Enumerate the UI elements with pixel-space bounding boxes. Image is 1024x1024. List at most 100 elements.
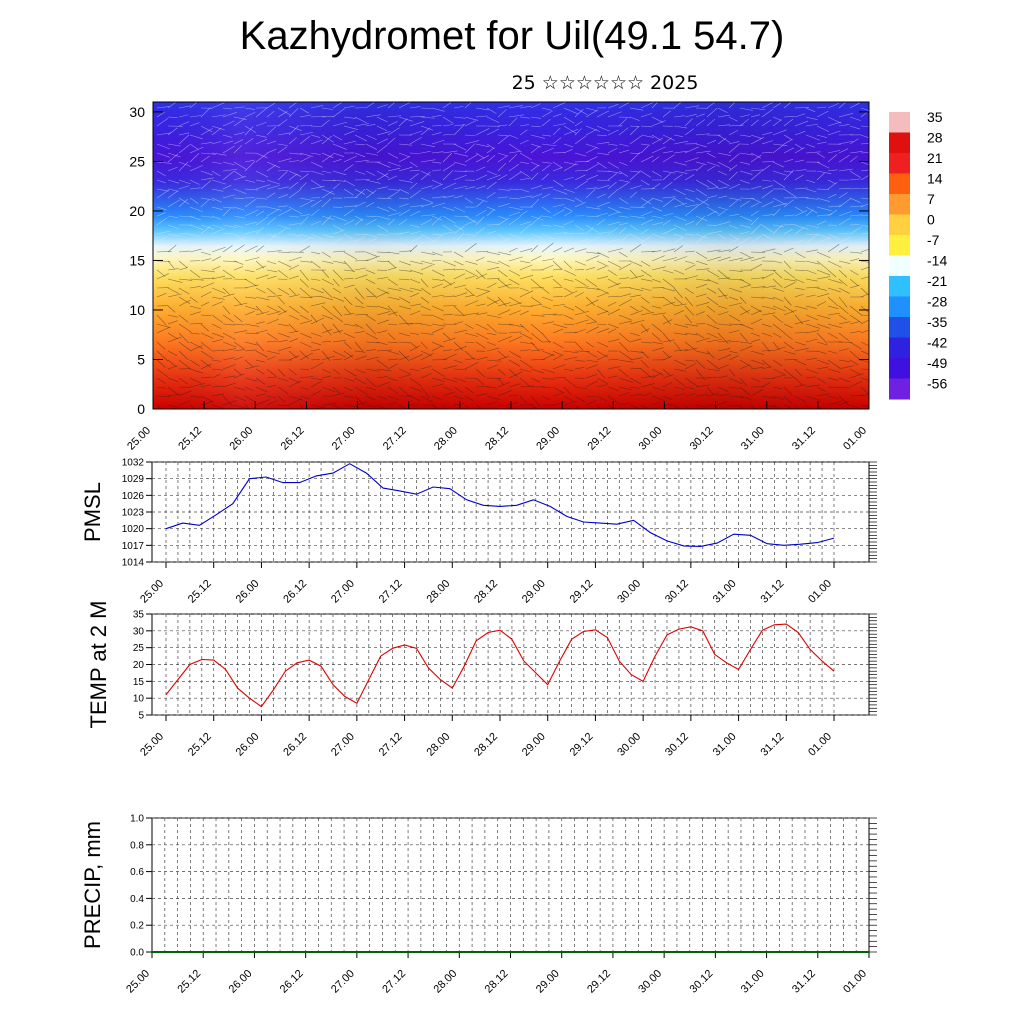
wind-vector — [398, 314, 410, 326]
wind-vector — [189, 197, 199, 204]
wind-vector — [607, 188, 619, 199]
wind-vector — [200, 199, 210, 208]
wind-vector — [761, 350, 773, 352]
wind-vector — [717, 210, 726, 217]
wind-vector — [222, 242, 233, 244]
wind-vector — [365, 295, 376, 298]
wind-vector — [629, 393, 642, 397]
wind-vector — [310, 208, 320, 217]
wind-vector — [651, 215, 664, 219]
wind-vector — [398, 278, 410, 281]
wind-vector — [860, 394, 869, 397]
wind-vector — [343, 260, 354, 272]
wind-vector — [222, 161, 235, 166]
wind-vector — [354, 330, 365, 334]
wind-vector — [200, 384, 211, 388]
wind-vector — [475, 166, 486, 172]
wind-vector — [442, 133, 454, 136]
wind-vector — [211, 170, 221, 177]
wind-vector — [244, 126, 254, 136]
wind-vector — [541, 296, 553, 302]
wind-vector — [585, 215, 599, 217]
wind-vector — [728, 246, 739, 253]
wind-vector — [640, 350, 649, 359]
wind-vector — [530, 368, 544, 374]
wind-vector — [739, 305, 750, 314]
wind-vector — [794, 196, 809, 199]
wind-vector — [255, 152, 268, 159]
wind-vector — [398, 374, 411, 379]
wind-vector — [838, 377, 851, 383]
wind-vector — [695, 143, 707, 148]
wind-vector — [673, 134, 683, 137]
wind-vector — [662, 287, 675, 292]
wind-vector — [849, 321, 860, 325]
wind-vector — [189, 285, 201, 289]
wind-vector — [233, 356, 243, 361]
wind-vector — [805, 260, 820, 265]
wind-vector — [816, 386, 826, 392]
wind-vector — [211, 275, 226, 280]
wind-vector — [761, 200, 774, 208]
wind-vector — [684, 404, 690, 409]
wind-vector — [277, 227, 287, 235]
wind-vector — [453, 403, 464, 406]
wind-vector — [277, 186, 289, 190]
wind-vector — [794, 269, 806, 271]
wind-vector — [673, 115, 685, 118]
wind-vector — [552, 296, 563, 298]
wind-vector — [772, 179, 786, 188]
wind-vector — [497, 377, 505, 386]
wind-vector — [519, 195, 532, 199]
wind-vector — [849, 170, 861, 178]
wind-vector — [200, 107, 211, 118]
wind-vector — [585, 110, 598, 118]
wind-vector — [442, 260, 456, 267]
wind-vector — [233, 278, 247, 281]
wind-vector — [387, 188, 400, 191]
wind-vector — [750, 223, 762, 235]
wind-vector — [717, 206, 729, 211]
colorbar-swatch — [889, 276, 910, 297]
wind-vector — [805, 188, 817, 193]
wind-vector — [156, 377, 166, 384]
wind-vector — [222, 140, 234, 145]
wind-vector — [233, 302, 248, 307]
wind-vector — [409, 345, 421, 352]
wind-vector — [211, 287, 226, 294]
wind-vector — [563, 356, 578, 361]
wind-vector — [585, 267, 596, 271]
wind-vector — [860, 329, 869, 334]
wind-vector — [739, 161, 751, 165]
wind-vector — [387, 137, 396, 145]
wind-vector — [552, 232, 568, 235]
wind-vector — [387, 102, 396, 109]
wind-vector — [354, 188, 366, 195]
wind-vector — [178, 134, 190, 145]
wind-vector — [255, 368, 265, 375]
wind-vector — [772, 251, 782, 256]
wind-vector — [783, 359, 798, 361]
wind-vector — [431, 314, 445, 321]
wind-vector — [222, 357, 235, 361]
wind-vector — [706, 368, 720, 372]
wind-vector — [343, 368, 357, 377]
wind-vector — [794, 404, 800, 409]
wind-vector — [167, 116, 178, 118]
wind-vector — [310, 241, 325, 244]
wind-vector — [222, 375, 236, 379]
wind-vector — [761, 248, 776, 253]
wind-vector — [464, 120, 477, 127]
wind-vector — [651, 341, 663, 345]
wind-vector — [464, 116, 479, 121]
wind-vector — [453, 251, 464, 258]
wind-vector — [442, 295, 455, 298]
wind-vector — [354, 188, 366, 199]
wind-vector — [530, 296, 541, 304]
wind-vector — [409, 152, 421, 155]
wind-vector — [695, 197, 710, 206]
y-tick-label: 35 — [133, 610, 145, 621]
x-tick-label: 26.12 — [281, 578, 309, 606]
wind-vector — [266, 355, 276, 361]
wind-vector — [552, 179, 564, 187]
